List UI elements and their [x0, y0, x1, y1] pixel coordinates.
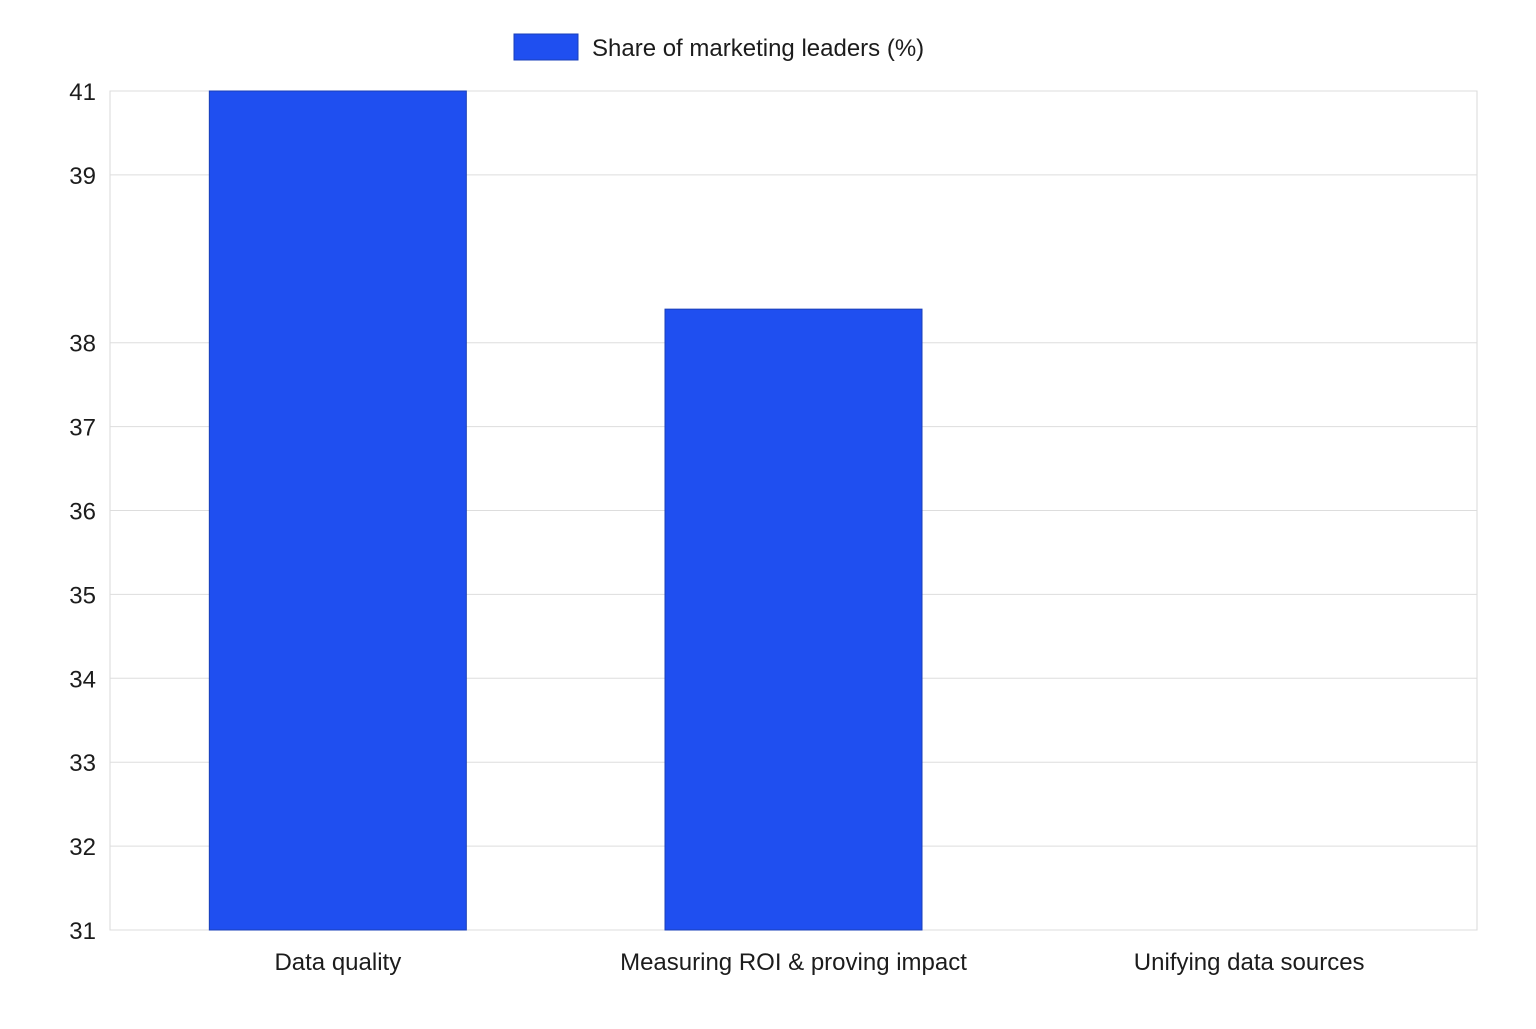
x-tick-label: Measuring ROI & proving impact — [620, 949, 967, 976]
y-tick-label: 31 — [69, 918, 96, 945]
y-axis-tick-labels: 31 32 33 34 35 36 37 38 39 41 — [69, 79, 96, 945]
legend-label: Share of marketing leaders (%) — [592, 35, 924, 62]
bar — [208, 90, 467, 931]
y-tick-label: 41 — [69, 79, 96, 106]
y-tick-label: 32 — [69, 834, 96, 861]
legend-swatch — [513, 33, 579, 61]
y-tick-label: 37 — [69, 415, 96, 442]
y-tick-label: 35 — [69, 582, 96, 609]
legend: Share of marketing leaders (%) — [513, 33, 924, 62]
y-tick-label: 38 — [69, 331, 96, 358]
y-tick-label: 36 — [69, 499, 96, 526]
bar — [664, 308, 923, 931]
x-axis-tick-labels: Data quality Measuring ROI & proving impa… — [274, 949, 1364, 976]
y-tick-label: 33 — [69, 750, 96, 777]
bars — [208, 90, 923, 931]
y-tick-label: 39 — [69, 163, 96, 190]
x-tick-label: Data quality — [274, 949, 401, 976]
x-tick-label: Unifying data sources — [1134, 949, 1365, 976]
y-tick-label: 34 — [69, 666, 96, 693]
